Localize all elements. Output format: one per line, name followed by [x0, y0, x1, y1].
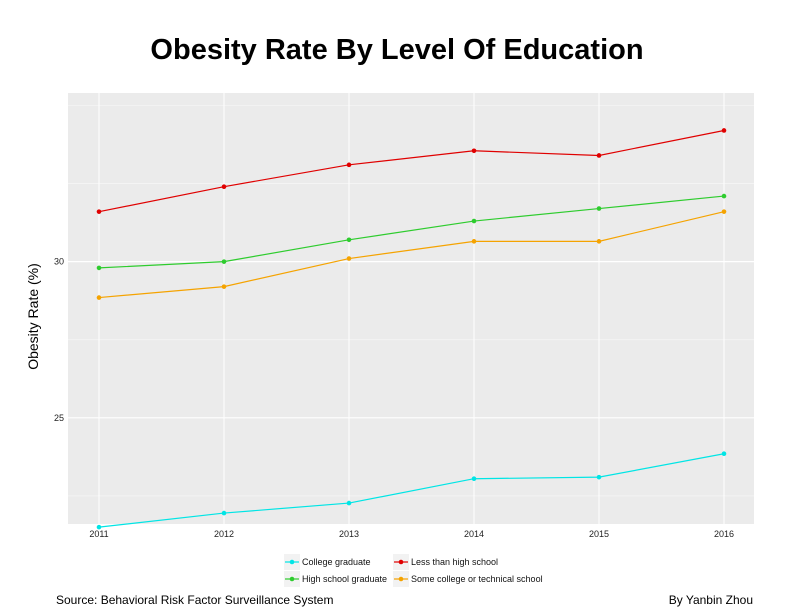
data-point-college-graduate — [346, 500, 352, 506]
data-point-high-school-graduate — [596, 206, 602, 211]
data-point-less-than-high-school — [346, 162, 352, 168]
series-line-some-college-or-technical-school — [98, 211, 725, 299]
data-point-some-college-or-technical-school — [96, 295, 102, 300]
data-point-college-graduate — [596, 474, 602, 480]
data-point-high-school-graduate — [346, 237, 352, 243]
data-point-some-college-or-technical-school — [221, 284, 227, 289]
y-axis-label: Obesity Rate (%) — [25, 263, 41, 370]
legend-label-some-college-or-technical-school: Some college or technical school — [411, 574, 543, 584]
data-point-college-graduate — [471, 476, 477, 482]
legend-key-point-less-than-high-school — [398, 559, 404, 565]
x-tick-label: 2012 — [214, 529, 234, 539]
data-point-college-graduate — [221, 510, 227, 516]
legend-key-point-some-college-or-technical-school — [398, 576, 404, 582]
x-tick-label: 2015 — [589, 529, 609, 539]
data-point-high-school-graduate — [96, 265, 102, 271]
legend-label-high-school-graduate: High school graduate — [302, 574, 387, 584]
data-point-high-school-graduate — [471, 218, 477, 224]
author-credit: By Yanbin Zhou — [668, 593, 753, 607]
data-point-high-school-graduate — [221, 259, 227, 264]
data-point-college-graduate — [96, 524, 102, 530]
series-line-college-graduate — [98, 453, 725, 528]
y-tick-label: 30 — [54, 257, 64, 267]
data-point-some-college-or-technical-school — [721, 209, 727, 214]
legend-label-less-than-high-school: Less than high school — [411, 557, 498, 567]
data-point-some-college-or-technical-school — [596, 239, 602, 244]
x-tick-label: 2013 — [339, 529, 359, 539]
y-tick-label: 25 — [54, 413, 64, 423]
data-point-less-than-high-school — [221, 184, 227, 189]
legend-key-point-high-school-graduate — [289, 576, 295, 582]
legend-key-point-college-graduate — [289, 559, 295, 565]
data-point-less-than-high-school — [596, 153, 602, 158]
data-point-less-than-high-school — [471, 148, 477, 154]
data-point-some-college-or-technical-school — [346, 256, 352, 261]
data-point-college-graduate — [721, 451, 727, 457]
x-tick-label: 2016 — [714, 529, 734, 539]
data-point-less-than-high-school — [721, 128, 727, 133]
legend-label-college-graduate: College graduate — [302, 557, 371, 567]
data-point-less-than-high-school — [96, 209, 102, 214]
series-line-less-than-high-school — [98, 129, 725, 213]
data-point-some-college-or-technical-school — [471, 239, 477, 244]
plot-panel — [68, 93, 754, 524]
x-tick-label: 2011 — [89, 529, 108, 539]
series-line-high-school-graduate — [98, 195, 725, 269]
chart-title: Obesity Rate By Level Of Education — [150, 34, 644, 66]
data-point-high-school-graduate — [721, 193, 727, 199]
x-tick-label: 2014 — [464, 529, 484, 539]
source-note: Source: Behavioral Risk Factor Surveilla… — [56, 593, 334, 607]
